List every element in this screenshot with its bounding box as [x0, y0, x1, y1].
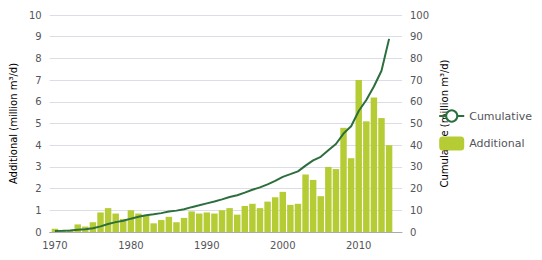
svg-text:20: 20: [410, 183, 423, 194]
svg-text:70: 70: [410, 75, 423, 86]
svg-text:10: 10: [410, 205, 423, 216]
svg-text:30: 30: [410, 161, 423, 172]
svg-text:8: 8: [35, 53, 41, 64]
svg-text:40: 40: [410, 140, 423, 151]
svg-text:50: 50: [410, 118, 423, 129]
svg-text:1: 1: [35, 205, 41, 216]
svg-text:1990: 1990: [194, 240, 219, 251]
svg-text:9: 9: [35, 31, 41, 42]
svg-text:60: 60: [410, 96, 423, 107]
svg-text:Cumulative (million m³/d): Cumulative (million m³/d): [439, 59, 450, 187]
svg-text:2: 2: [35, 183, 41, 194]
svg-text:3: 3: [35, 161, 41, 172]
svg-text:5: 5: [35, 118, 41, 129]
svg-text:2010: 2010: [346, 240, 371, 251]
svg-text:7: 7: [35, 75, 41, 86]
svg-text:0: 0: [410, 227, 416, 238]
svg-text:Additional (million m³/d): Additional (million m³/d): [8, 63, 19, 184]
svg-text:4: 4: [35, 140, 41, 151]
svg-text:80: 80: [410, 53, 423, 64]
svg-text:10: 10: [29, 10, 42, 21]
svg-text:Additional: Additional: [469, 137, 524, 150]
svg-text:100: 100: [410, 10, 429, 21]
svg-text:90: 90: [410, 31, 423, 42]
svg-text:1980: 1980: [118, 240, 143, 251]
svg-text:0: 0: [35, 227, 41, 238]
svg-text:Cumulative: Cumulative: [469, 110, 532, 123]
svg-text:1970: 1970: [42, 240, 67, 251]
svg-text:6: 6: [35, 96, 41, 107]
svg-text:2000: 2000: [270, 240, 295, 251]
